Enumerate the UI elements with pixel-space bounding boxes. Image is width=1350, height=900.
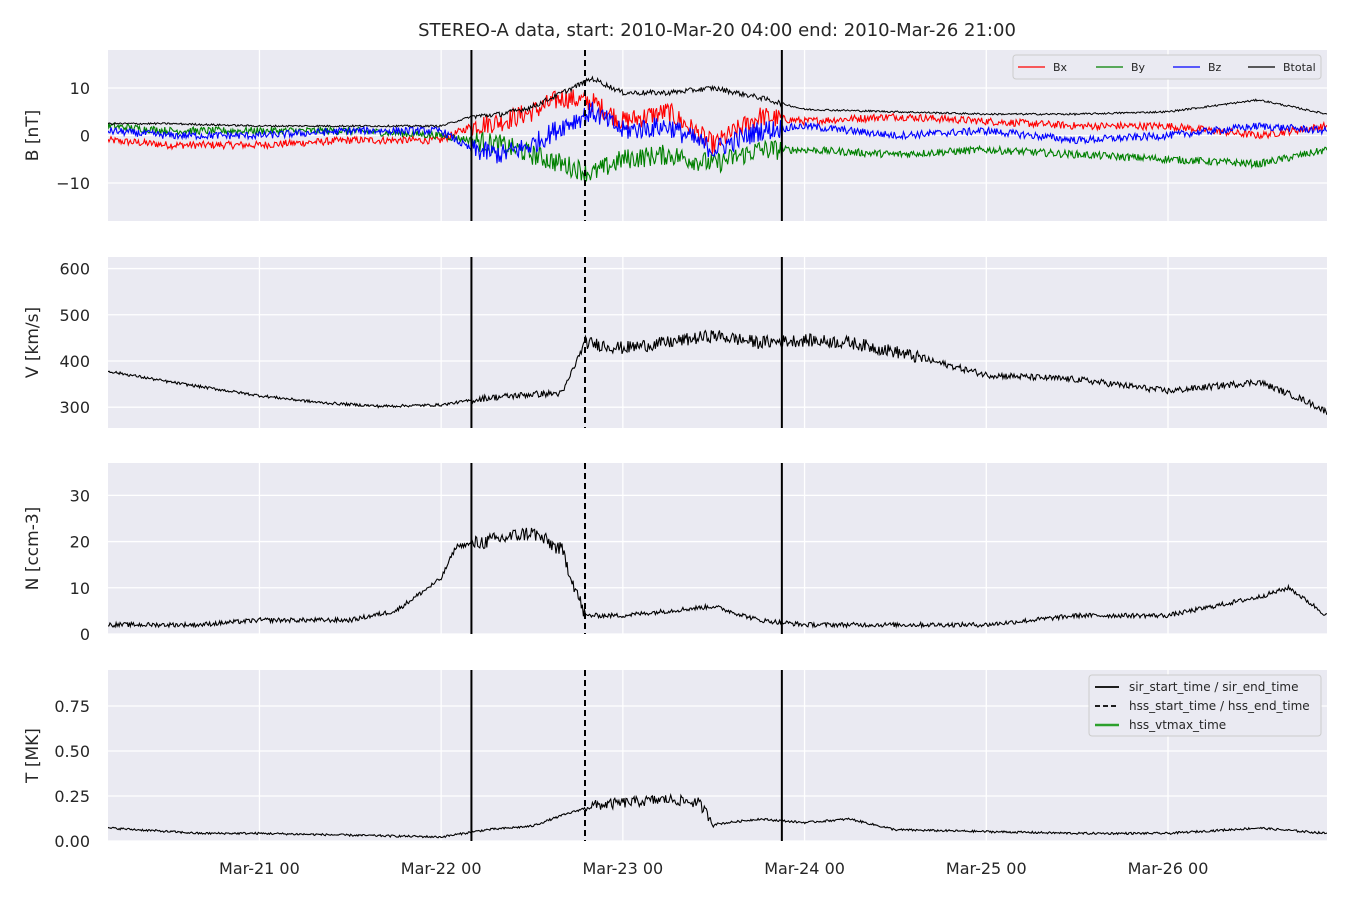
legend-label: hss_vtmax_time: [1129, 718, 1226, 732]
legend-box: [1012, 54, 1322, 80]
series-line-btotal: [108, 75, 1327, 128]
y-axis-label: N [ccm-3]: [23, 507, 43, 591]
y-tick-label: 0.25: [54, 787, 90, 806]
series-line-t: [108, 792, 1327, 839]
series-group: [108, 792, 1327, 839]
x-tick-label: Mar-26 00: [1128, 859, 1209, 878]
y-tick-label: 0.00: [54, 832, 90, 851]
x-tick-label: Mar-25 00: [946, 859, 1027, 878]
legend-label: Btotal: [1283, 61, 1316, 74]
y-tick-label: 400: [59, 352, 90, 371]
panel-2: 600 500 400 300 V [km/s]: [23, 257, 1327, 428]
series-group: [108, 329, 1327, 416]
y-tick-label: 500: [59, 306, 90, 325]
y-tick-label: 0.75: [54, 697, 90, 716]
y-tick-label: 0: [80, 127, 90, 146]
legend-label: sir_start_time / sir_end_time: [1129, 680, 1299, 694]
panel-3: 30 20 10 0 N [ccm-3]: [23, 463, 1327, 644]
series-group: [108, 75, 1327, 182]
series-line-bx: [108, 89, 1327, 155]
y-axis-label: V [km/s]: [23, 307, 43, 378]
x-tick-label: Mar-23 00: [582, 859, 663, 878]
y-tick-label: 600: [59, 260, 90, 279]
legend-label: Bx: [1053, 61, 1068, 74]
y-tick-label: 10: [70, 79, 90, 98]
x-tick-label: Mar-22 00: [401, 859, 482, 878]
series-group: [108, 527, 1327, 629]
series-line-by: [108, 122, 1327, 182]
x-tick-label: Mar-21 00: [219, 859, 300, 878]
plot-area: [108, 257, 1327, 428]
series-line-v: [108, 329, 1327, 416]
legend-label: hss_start_time / hss_end_time: [1129, 699, 1310, 713]
legend-label: Bz: [1208, 61, 1222, 74]
y-tick-label: 300: [59, 398, 90, 417]
legend-label: By: [1131, 61, 1146, 74]
event-legend: sir_start_time / sir_end_time hss_start_t…: [1088, 674, 1322, 737]
y-tick-label: 30: [70, 486, 90, 505]
y-axis-label: B [nT]: [23, 110, 43, 162]
series-line-bz: [108, 101, 1327, 164]
y-axis-label: T [MK]: [23, 728, 43, 784]
y-tick-label: −10: [56, 174, 90, 193]
b-legend: Bx By Bz Btotal: [1012, 54, 1322, 80]
plot-area: [108, 463, 1327, 634]
panels-group: 10 0 −10 B [nT] 600 500 400 300 V [km/s] 30 20 10 0 N…: [23, 50, 1327, 878]
y-tick-label: 0: [80, 625, 90, 644]
series-line-n: [108, 527, 1327, 629]
y-tick-label: 20: [70, 533, 90, 552]
panel-4: Mar-21 00 Mar-22 00 Mar-23 00 Mar-24 00 Mar-…: [23, 670, 1327, 878]
chart-title: STEREO-A data, start: 2010-Mar-20 04:00 …: [418, 20, 1016, 41]
legend-box: [1088, 674, 1322, 737]
y-tick-label: 10: [70, 579, 90, 598]
x-tick-label: Mar-24 00: [764, 859, 845, 878]
y-tick-label: 0.50: [54, 742, 90, 761]
